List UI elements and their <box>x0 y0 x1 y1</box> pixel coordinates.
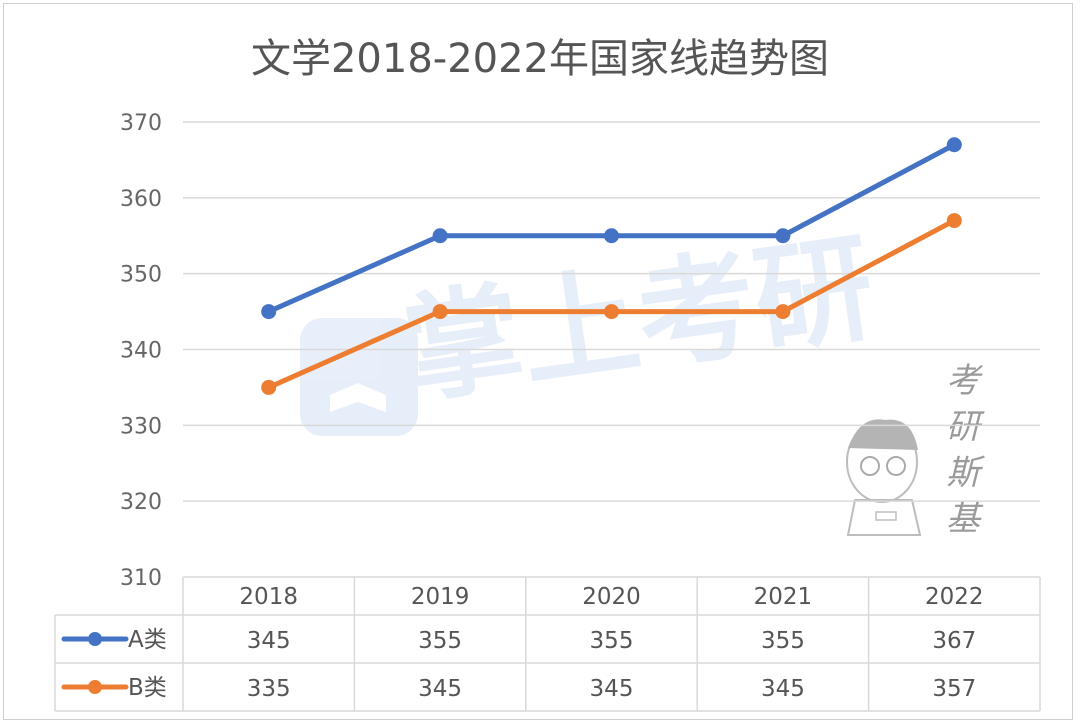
watermark-logo: 掌上考研 <box>300 218 882 436</box>
glasses-left-icon <box>860 456 880 476</box>
data-table-value: 355 <box>761 628 805 654</box>
data-point <box>261 304 277 320</box>
x-tick-label: 2022 <box>925 584 984 610</box>
y-tick-label: 330 <box>120 414 162 439</box>
legend-marker-icon <box>88 632 102 646</box>
watermark-figure <box>846 419 922 536</box>
data-point <box>604 228 619 244</box>
logo-icon <box>300 318 418 436</box>
watermark-logo-text: 掌上考研 <box>395 218 882 420</box>
watermark-char: 研 <box>946 407 985 447</box>
data-table: 2018 2019 2020 2021 2022 A类 345 355 355 355 367 B类 3… <box>54 576 1041 712</box>
data-point <box>432 304 448 320</box>
y-tick-label: 370 <box>120 111 162 136</box>
y-tick-label: 340 <box>120 339 162 364</box>
gridlines <box>183 121 1040 502</box>
cartoon-hair-icon <box>848 419 918 450</box>
book-icon <box>330 383 386 412</box>
data-table-value: 345 <box>590 676 634 702</box>
data-point <box>946 213 962 229</box>
data-point <box>946 137 962 153</box>
y-tick-label: 310 <box>120 566 162 591</box>
watermark-char: 考 <box>946 361 983 401</box>
y-tick-label: 320 <box>120 490 162 515</box>
x-tick-label: 2020 <box>582 584 641 610</box>
data-table-value: 345 <box>761 676 805 702</box>
legend-marker-icon <box>88 680 102 694</box>
data-point <box>775 228 791 244</box>
cartoon-body-icon <box>846 499 922 536</box>
legend-label: B类 <box>128 675 167 701</box>
y-tick-label: 360 <box>120 187 162 212</box>
data-table-value: 355 <box>590 628 634 654</box>
data-point <box>604 304 619 320</box>
chart-title: 文学2018-2022年国家线趋势图 <box>251 36 829 82</box>
data-table-value: 367 <box>932 628 976 654</box>
data-point <box>261 379 277 395</box>
data-table-value: 345 <box>418 676 462 702</box>
data-table-value: 357 <box>932 676 976 702</box>
watermark-char: 基 <box>946 499 984 539</box>
y-tick-label: 350 <box>120 263 162 288</box>
y-axis-ticks: 310 320 330 340 350 360 370 <box>120 111 162 591</box>
data-table-value: 355 <box>418 628 462 654</box>
watermark-char: 斯 <box>946 453 986 493</box>
glasses-right-icon <box>886 456 906 476</box>
legend-label: A类 <box>128 627 167 653</box>
data-table-value: 335 <box>247 676 291 702</box>
data-point <box>432 228 448 244</box>
x-tick-label: 2019 <box>411 584 470 610</box>
x-tick-label: 2021 <box>754 584 813 610</box>
data-point <box>775 304 791 320</box>
series-lines <box>261 137 962 395</box>
data-table-value: 345 <box>247 628 291 654</box>
name-tag-icon <box>875 511 897 521</box>
x-tick-label: 2018 <box>239 584 298 610</box>
